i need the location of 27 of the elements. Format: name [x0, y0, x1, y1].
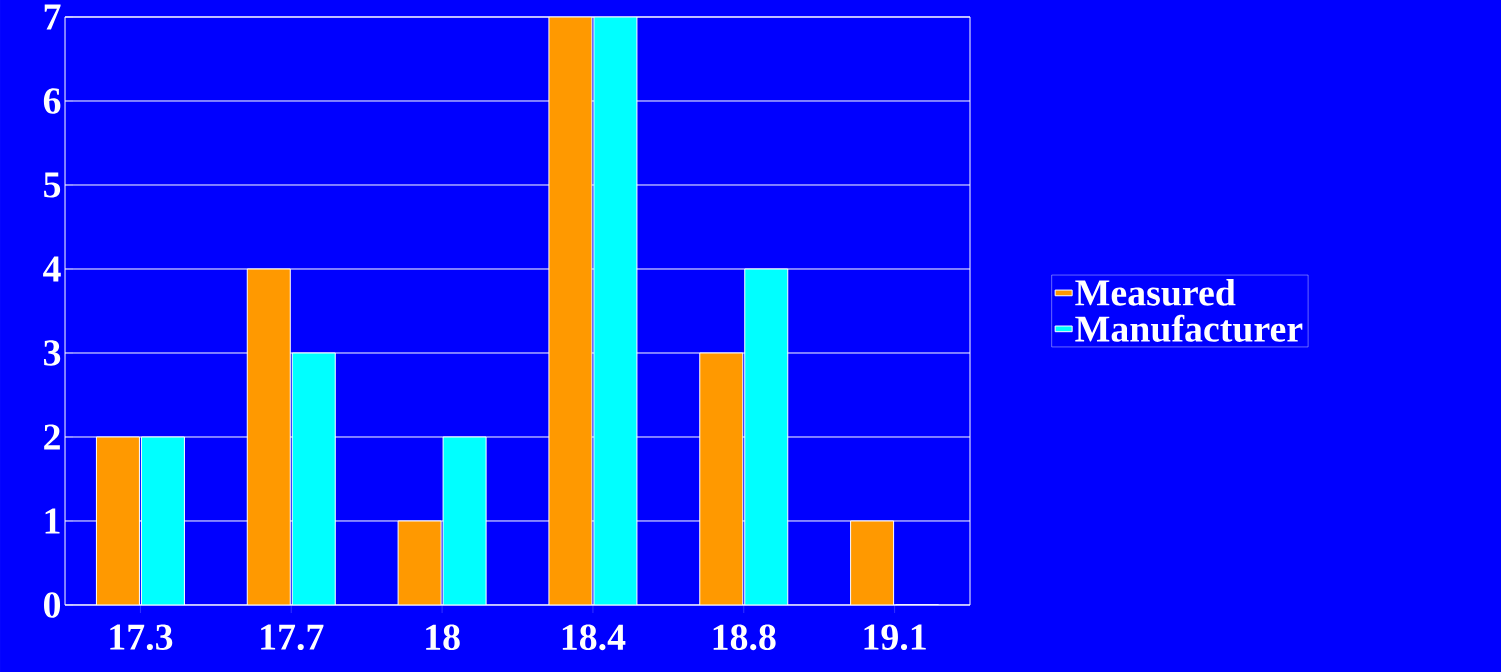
y-tick-label: 2 [44, 424, 60, 450]
y-tick-label: 1 [45, 508, 60, 534]
bar [744, 268, 789, 605]
y-tick-label: 7 [44, 4, 61, 30]
y-tick-label: 6 [43, 88, 61, 114]
bar [548, 16, 593, 605]
bar [593, 16, 638, 605]
x-tick-label: 18 [426, 624, 460, 651]
bar [291, 352, 336, 605]
y-tick-label: 4 [43, 256, 61, 282]
bar [397, 520, 442, 605]
bar [246, 268, 291, 605]
bar [140, 436, 185, 605]
x-tick-label: 19.1 [864, 624, 926, 651]
bar [850, 520, 895, 605]
x-tick-label: 17.7 [261, 624, 324, 651]
x-tick-label: 18.8 [713, 624, 776, 651]
y-tick-label: 3 [43, 340, 61, 366]
y-tick-label: 5 [44, 172, 61, 198]
y-tick-label: 0 [44, 592, 61, 618]
x-tick-label: 17.3 [110, 624, 173, 651]
legend-label: Manufacturer [1075, 314, 1303, 342]
bar [95, 436, 140, 605]
bar [699, 352, 744, 605]
legend-label: Measured [1075, 279, 1236, 306]
bar [442, 436, 487, 605]
x-tick-label: 18.4 [562, 624, 626, 651]
